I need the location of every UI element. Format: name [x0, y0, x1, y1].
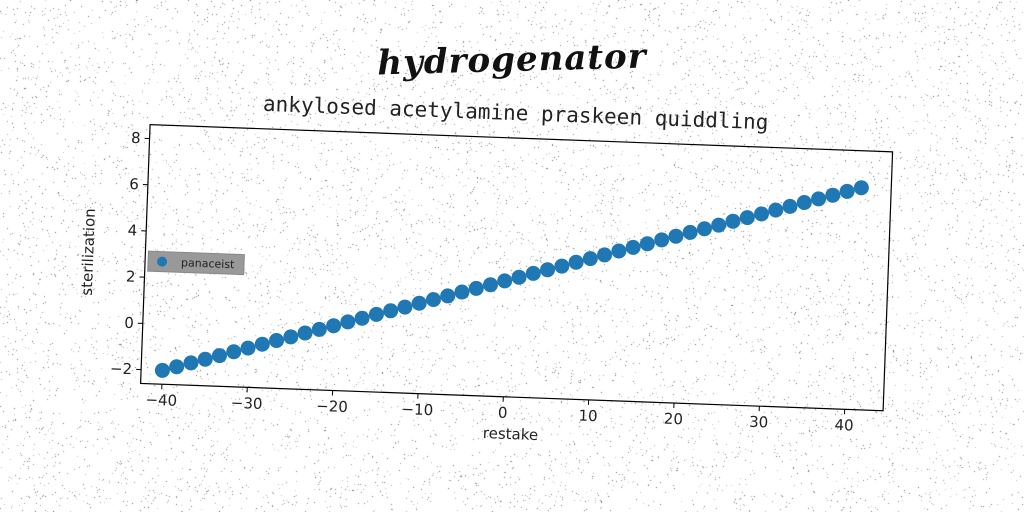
data-point: [240, 340, 256, 356]
data-point: [568, 254, 584, 270]
y-tick-label: 8: [131, 129, 141, 147]
data-point: [297, 325, 313, 341]
y-tick-label: 6: [129, 175, 139, 193]
y-tick-label: −2: [110, 359, 133, 378]
data-point: [597, 247, 613, 263]
data-point: [839, 183, 855, 199]
series-points: [154, 180, 869, 378]
legend-marker: [157, 256, 168, 267]
x-axis-label: restake: [483, 424, 539, 444]
data-point: [525, 265, 541, 281]
legend: panaceist: [147, 250, 245, 276]
y-axis-ticks: −2 0 2 4 6 8: [110, 129, 150, 378]
data-point: [211, 348, 227, 364]
x-tick-label: 0: [498, 404, 508, 422]
y-tick-label: 2: [126, 267, 136, 285]
data-point: [497, 273, 513, 289]
data-point: [754, 206, 770, 222]
data-point: [340, 314, 356, 330]
data-point: [796, 195, 812, 211]
data-point: [711, 217, 727, 233]
data-point: [853, 180, 869, 196]
data-point: [183, 355, 199, 371]
data-point: [639, 236, 655, 252]
data-point: [154, 362, 170, 378]
data-point: [440, 288, 456, 304]
x-tick-label: 30: [749, 413, 769, 432]
data-point: [825, 187, 841, 203]
y-tick-label: 0: [124, 314, 134, 332]
x-tick-label: −30: [231, 394, 263, 413]
x-tick-label: −40: [145, 391, 177, 410]
data-point: [169, 359, 185, 375]
legend-box: [147, 250, 245, 276]
data-point: [811, 191, 827, 207]
axes-frame: [139, 124, 894, 412]
data-point: [197, 351, 213, 367]
data-point: [768, 202, 784, 218]
x-tick-label: 10: [578, 407, 598, 426]
data-point: [739, 210, 755, 226]
x-tick-label: 40: [834, 416, 854, 435]
data-point: [411, 295, 427, 311]
legend-label: panaceist: [181, 256, 235, 271]
data-point: [625, 239, 641, 255]
data-point: [554, 258, 570, 274]
data-point: [668, 228, 684, 244]
data-point: [354, 310, 370, 326]
data-point: [326, 318, 342, 334]
data-point: [582, 251, 598, 267]
x-axis-ticks: −40 −30 −20 −10 0 10 20 30 40: [145, 384, 854, 435]
plot-group: ankylosed acetylamine praskeen quiddling…: [78, 92, 894, 444]
data-point: [511, 269, 527, 285]
data-point: [283, 329, 299, 345]
chart-title: ankylosed acetylamine praskeen quiddling: [263, 92, 769, 135]
data-point: [311, 321, 327, 337]
data-point: [782, 198, 798, 214]
data-point: [454, 284, 470, 300]
data-point: [696, 221, 712, 237]
data-point: [540, 262, 556, 278]
data-point: [254, 336, 270, 352]
data-point: [383, 303, 399, 319]
data-point: [269, 333, 285, 349]
y-tick-label: 4: [127, 221, 137, 239]
x-tick-label: 20: [664, 410, 684, 429]
data-point: [468, 280, 484, 296]
data-point: [368, 306, 384, 322]
x-tick-label: −10: [401, 400, 433, 419]
data-point: [611, 243, 627, 259]
x-tick-label: −20: [316, 397, 348, 416]
data-point: [654, 232, 670, 248]
data-point: [425, 292, 441, 308]
data-point: [725, 213, 741, 229]
y-axis-label: sterilization: [78, 208, 99, 296]
data-point: [482, 277, 498, 293]
data-point: [226, 344, 242, 360]
data-point: [682, 224, 698, 240]
data-point: [397, 299, 413, 315]
